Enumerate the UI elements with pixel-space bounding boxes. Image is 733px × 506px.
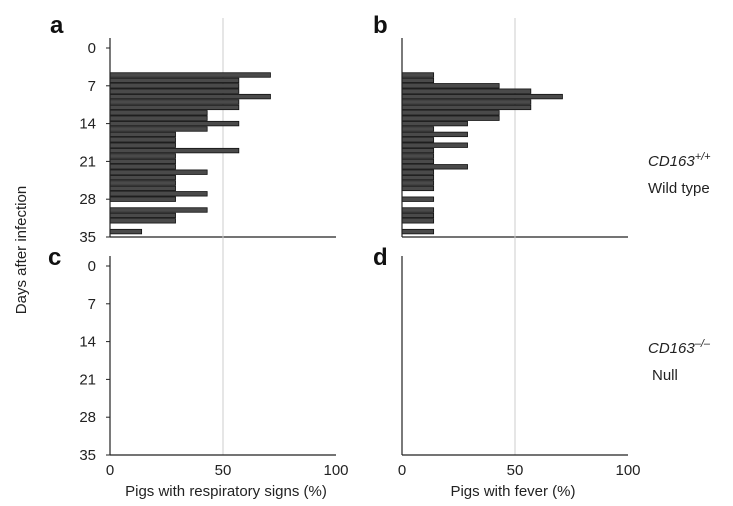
y-axis-title: Days after infection bbox=[13, 186, 30, 314]
bar-b-day-6 bbox=[401, 77, 435, 84]
genotype-top-symbol: CD163 bbox=[648, 153, 695, 170]
y-tick-label-c-7: 7 bbox=[88, 296, 96, 313]
panel-b-chart bbox=[401, 18, 628, 238]
bar-a-day-8 bbox=[109, 88, 240, 94]
x-tick-label-d-0: 0 bbox=[398, 462, 406, 479]
bar-a-day-22 bbox=[109, 164, 176, 170]
bar-b-day-21 bbox=[401, 158, 435, 165]
bar-a-day-24 bbox=[109, 174, 176, 181]
bar-b-day-13 bbox=[401, 115, 500, 121]
panel-c-chart: 0 7 14 21 28 35 0 50 100 bbox=[79, 236, 349, 479]
y-tick-label-a-14: 14 bbox=[79, 116, 96, 133]
x-tick-label-d-100: 100 bbox=[615, 462, 640, 479]
genotype-top-name: CD163+/+ bbox=[648, 151, 711, 170]
panel-label-b: b bbox=[373, 12, 388, 39]
bar-a-day-31 bbox=[109, 212, 176, 219]
genotype-top-description: Wild type bbox=[648, 180, 710, 197]
genotype-bottom-symbol: CD163 bbox=[648, 340, 695, 357]
panel-label-d: d bbox=[373, 244, 388, 271]
bar-b-day-23 bbox=[401, 169, 435, 175]
bar-b-day-31 bbox=[401, 212, 435, 219]
x-axis-title-right: Pigs with fever (%) bbox=[450, 483, 575, 500]
x-tick-label-c-50: 50 bbox=[215, 462, 232, 479]
y-tick-label-a-7: 7 bbox=[88, 78, 96, 95]
bar-a-day-6 bbox=[109, 77, 240, 84]
bar-a-day-25 bbox=[109, 180, 176, 186]
x-tick-label-c-100: 100 bbox=[323, 462, 348, 479]
x-tick-label-c-0: 0 bbox=[106, 462, 114, 479]
bar-a-day-10 bbox=[109, 99, 240, 105]
bar-a-day-12 bbox=[109, 110, 208, 116]
bar-b-day-28 bbox=[401, 196, 435, 202]
y-tick-label-a-0: 0 bbox=[88, 40, 96, 57]
bar-b-day-15 bbox=[401, 126, 435, 132]
bar-a-day-11 bbox=[109, 104, 240, 111]
bar-a-day-32 bbox=[109, 218, 176, 224]
bar-a-day-5 bbox=[109, 72, 271, 78]
bar-b-day-7 bbox=[401, 83, 500, 89]
bar-a-day-26 bbox=[109, 185, 176, 192]
y-tick-label-a-35: 35 bbox=[79, 229, 96, 246]
y-tick-label-c-0: 0 bbox=[88, 258, 96, 275]
bar-b-day-10 bbox=[401, 99, 532, 105]
y-tick-label-c-28: 28 bbox=[79, 409, 96, 426]
genotype-top-superscript: +/+ bbox=[695, 151, 711, 163]
bar-a-day-21 bbox=[109, 158, 176, 165]
bar-a-day-9 bbox=[109, 93, 271, 100]
bar-b-day-20 bbox=[401, 153, 435, 159]
bar-b-day-34 bbox=[401, 228, 435, 235]
bar-a-day-28 bbox=[109, 196, 176, 202]
bar-b-day-32 bbox=[401, 218, 435, 224]
y-tick-label-c-14: 14 bbox=[79, 334, 96, 351]
bar-a-day-34 bbox=[109, 228, 143, 235]
y-tick-label-c-21: 21 bbox=[79, 371, 96, 388]
x-axis-title-left: Pigs with respiratory signs (%) bbox=[125, 483, 327, 500]
panel-d-chart: 0 50 100 bbox=[398, 236, 641, 479]
bar-b-day-5 bbox=[401, 72, 435, 78]
bar-b-day-8 bbox=[401, 88, 532, 94]
bar-a-day-13 bbox=[109, 115, 208, 121]
bar-a-day-19 bbox=[109, 147, 240, 154]
bar-a-day-17 bbox=[109, 137, 176, 143]
bar-b-day-19 bbox=[401, 147, 435, 154]
y-tick-label-a-28: 28 bbox=[79, 191, 96, 208]
bar-a-day-7 bbox=[109, 83, 240, 89]
bar-a-day-18 bbox=[109, 142, 176, 148]
genotype-bottom-name: CD163–/– bbox=[648, 338, 711, 357]
bar-b-day-26 bbox=[401, 185, 435, 192]
genotype-bottom-superscript: –/– bbox=[694, 338, 711, 350]
bar-b-day-16 bbox=[401, 131, 468, 138]
bar-b-day-14 bbox=[401, 120, 468, 127]
bar-b-day-12 bbox=[401, 110, 500, 116]
y-tick-label-c-35: 35 bbox=[79, 447, 96, 464]
bar-a-day-14 bbox=[109, 120, 240, 127]
bar-a-day-27 bbox=[109, 191, 208, 197]
y-tick-label-a-21: 21 bbox=[79, 153, 96, 170]
bar-b-day-25 bbox=[401, 180, 435, 186]
bar-b-day-22 bbox=[401, 164, 468, 170]
panel-label-a: a bbox=[50, 12, 64, 39]
genotype-bottom-description: Null bbox=[652, 367, 678, 384]
panel-a-chart: 0 7 14 21 28 35 bbox=[79, 18, 336, 246]
bar-b-day-11 bbox=[401, 104, 532, 111]
panel-label-c: c bbox=[48, 244, 61, 271]
bar-b-day-17 bbox=[401, 137, 435, 143]
bar-b-day-30 bbox=[401, 207, 435, 213]
x-tick-label-d-50: 50 bbox=[507, 462, 524, 479]
bar-b-day-18 bbox=[401, 142, 468, 148]
bar-a-day-15 bbox=[109, 126, 208, 132]
bar-a-day-23 bbox=[109, 169, 208, 175]
bar-b-day-24 bbox=[401, 174, 435, 181]
bar-a-day-16 bbox=[109, 131, 176, 138]
bar-b-day-9 bbox=[401, 93, 563, 100]
bar-a-day-30 bbox=[109, 207, 208, 213]
bar-a-day-20 bbox=[109, 153, 176, 159]
